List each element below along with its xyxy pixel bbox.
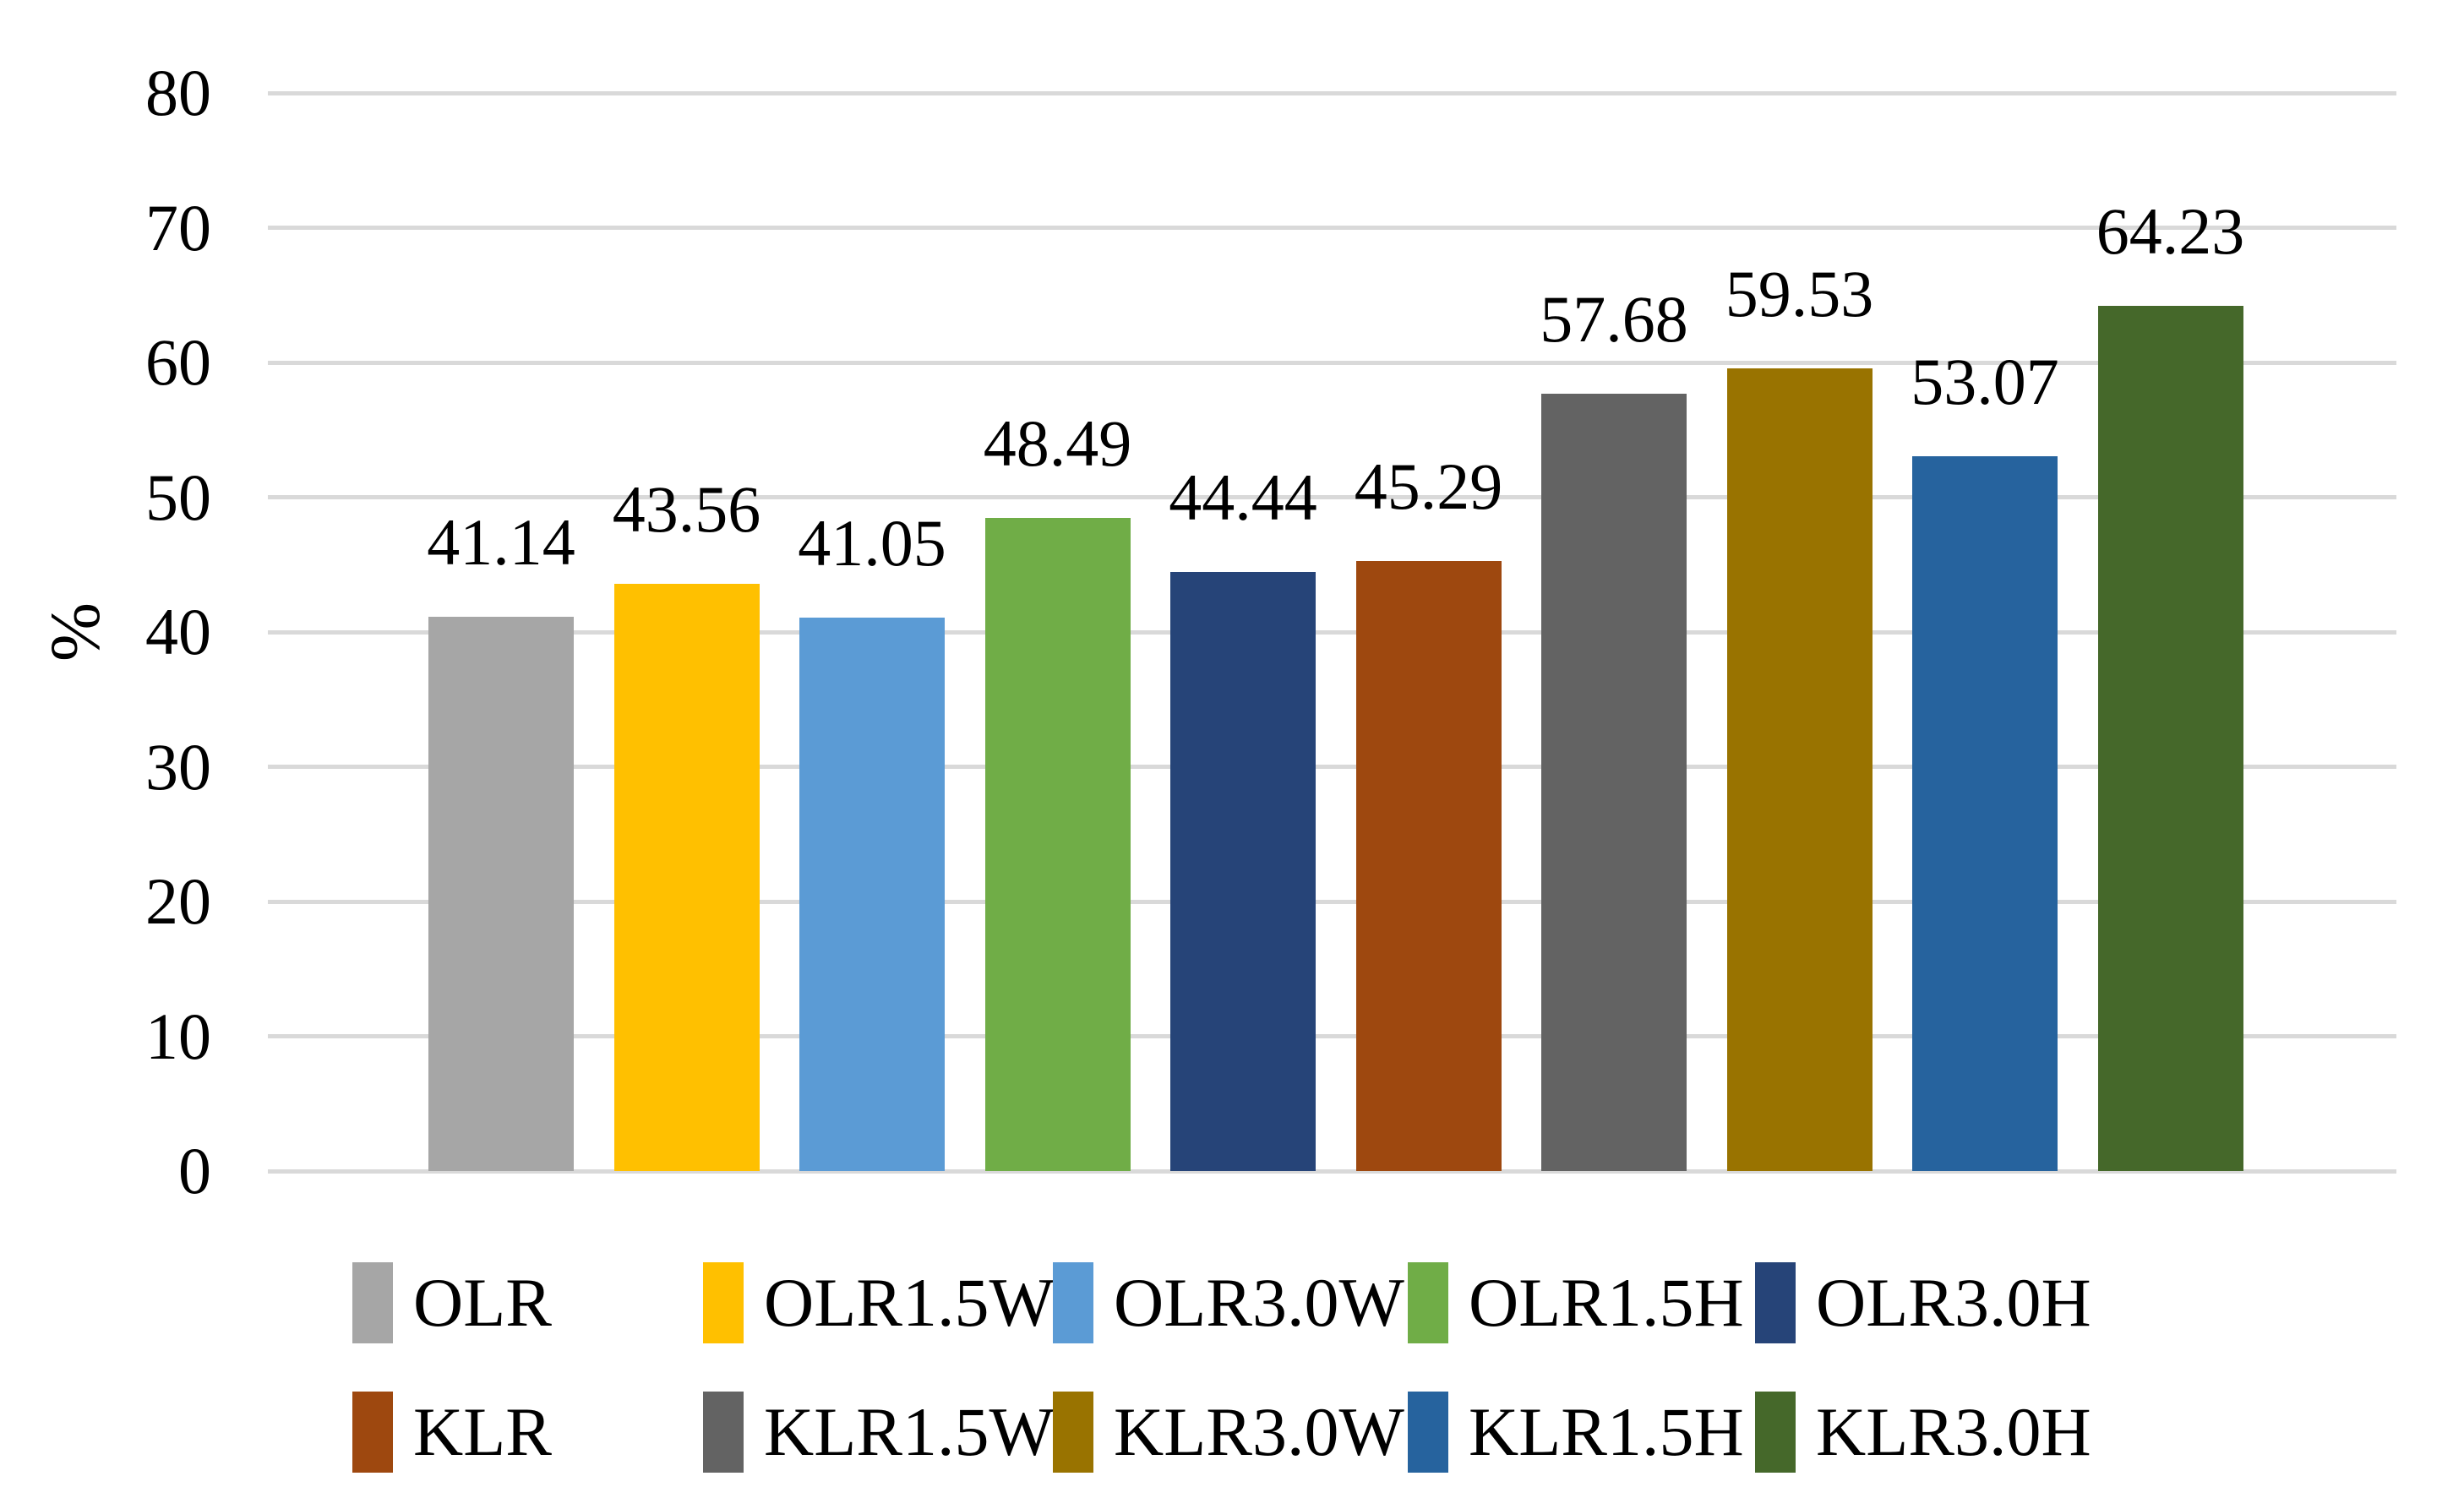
- bar-OLR1.5H: [984, 517, 1131, 1171]
- legend-marker: [1408, 1392, 1448, 1473]
- legend-item-OLR1.5H: OLR1.5H: [1408, 1261, 1744, 1345]
- bar-value-label: 48.49: [983, 406, 1132, 480]
- legend-item-label: KLR3.0W: [1114, 1393, 1404, 1470]
- gridline: [268, 629, 2396, 635]
- legend-marker: [1755, 1392, 1796, 1473]
- legend-item-KLR: KLR: [352, 1390, 552, 1474]
- legend-marker: [352, 1262, 393, 1343]
- legend-item-OLR3.0H: OLR3.0H: [1755, 1261, 2091, 1345]
- bar-value-label: 43.56: [612, 472, 761, 547]
- legend-item-OLR1.5W: OLR1.5W: [703, 1261, 1055, 1345]
- bar-value-label: 64.23: [2096, 193, 2245, 268]
- legend-item-label: OLR1.5W: [764, 1264, 1055, 1341]
- bar-KLR1.5W: [1541, 394, 1687, 1171]
- legend-item-OLR: OLR: [352, 1261, 552, 1345]
- legend-item-KLR3.0H: KLR3.0H: [1755, 1390, 2091, 1474]
- legend-item-label: KLR1.5H: [1469, 1393, 1744, 1470]
- y-axis-tick-label: 80: [145, 56, 211, 129]
- gridline: [268, 495, 2396, 499]
- bar-value-label: 41.05: [798, 506, 946, 580]
- bar-value-label: 53.07: [1911, 344, 2059, 418]
- gridline: [268, 360, 2396, 365]
- legend-item-label: KLR3.0H: [1816, 1393, 2091, 1470]
- legend-marker: [1755, 1262, 1796, 1343]
- bar-value-label: 41.14: [427, 504, 575, 579]
- y-axis-tick-label: 50: [145, 460, 211, 534]
- bar-OLR1.5W: [613, 584, 760, 1171]
- legend-item-label: KLR1.5W: [764, 1393, 1055, 1470]
- bar-OLR3.0W: [799, 618, 945, 1171]
- bar-KLR3.0H: [2097, 305, 2243, 1171]
- gridline: [268, 1168, 2396, 1174]
- legend-marker: [1053, 1392, 1093, 1473]
- bar-value-label: 59.53: [1725, 257, 1874, 331]
- legend-item-OLR3.0W: OLR3.0W: [1053, 1261, 1404, 1345]
- gridline: [268, 226, 2396, 230]
- y-axis-tick-label: 40: [145, 595, 211, 668]
- legend-item-KLR3.0W: KLR3.0W: [1053, 1390, 1404, 1474]
- gridline: [268, 899, 2396, 904]
- legend-item-KLR1.5W: KLR1.5W: [703, 1390, 1055, 1474]
- bar-value-label: 44.44: [1169, 460, 1317, 535]
- legend-item-label: KLR: [413, 1393, 552, 1470]
- bar-OLR3.0H: [1170, 572, 1316, 1171]
- y-axis-tick-label: 0: [178, 1134, 211, 1207]
- y-axis-tick-label: 60: [145, 325, 211, 399]
- legend-item-label: OLR3.0W: [1114, 1264, 1404, 1341]
- gridline: [268, 90, 2396, 95]
- legend-marker: [703, 1262, 744, 1343]
- legend-item-label: OLR1.5H: [1469, 1264, 1744, 1341]
- y-axis-tick-label: 20: [145, 864, 211, 938]
- bar-KLR3.0W: [1726, 368, 1873, 1171]
- y-axis-tick-label: 10: [145, 999, 211, 1073]
- legend-marker: [352, 1392, 393, 1473]
- legend-item-label: OLR: [413, 1264, 552, 1341]
- legend-marker: [703, 1392, 744, 1473]
- y-axis-tick-label: 70: [145, 190, 211, 264]
- legend-marker: [1053, 1262, 1093, 1343]
- bar-value-label: 45.29: [1354, 449, 1503, 523]
- legend-item-label: OLR3.0H: [1816, 1264, 2091, 1341]
- bar-OLR: [428, 616, 574, 1171]
- y-axis-title: %: [36, 602, 115, 662]
- gridline: [268, 1034, 2396, 1038]
- gridline: [268, 765, 2396, 769]
- bar-value-label: 57.68: [1540, 282, 1688, 356]
- legend-marker: [1408, 1262, 1448, 1343]
- legend-item-KLR1.5H: KLR1.5H: [1408, 1390, 1744, 1474]
- bar-KLR: [1355, 560, 1502, 1171]
- bar-KLR1.5H: [1912, 455, 2058, 1171]
- y-axis-tick-label: 30: [145, 729, 211, 803]
